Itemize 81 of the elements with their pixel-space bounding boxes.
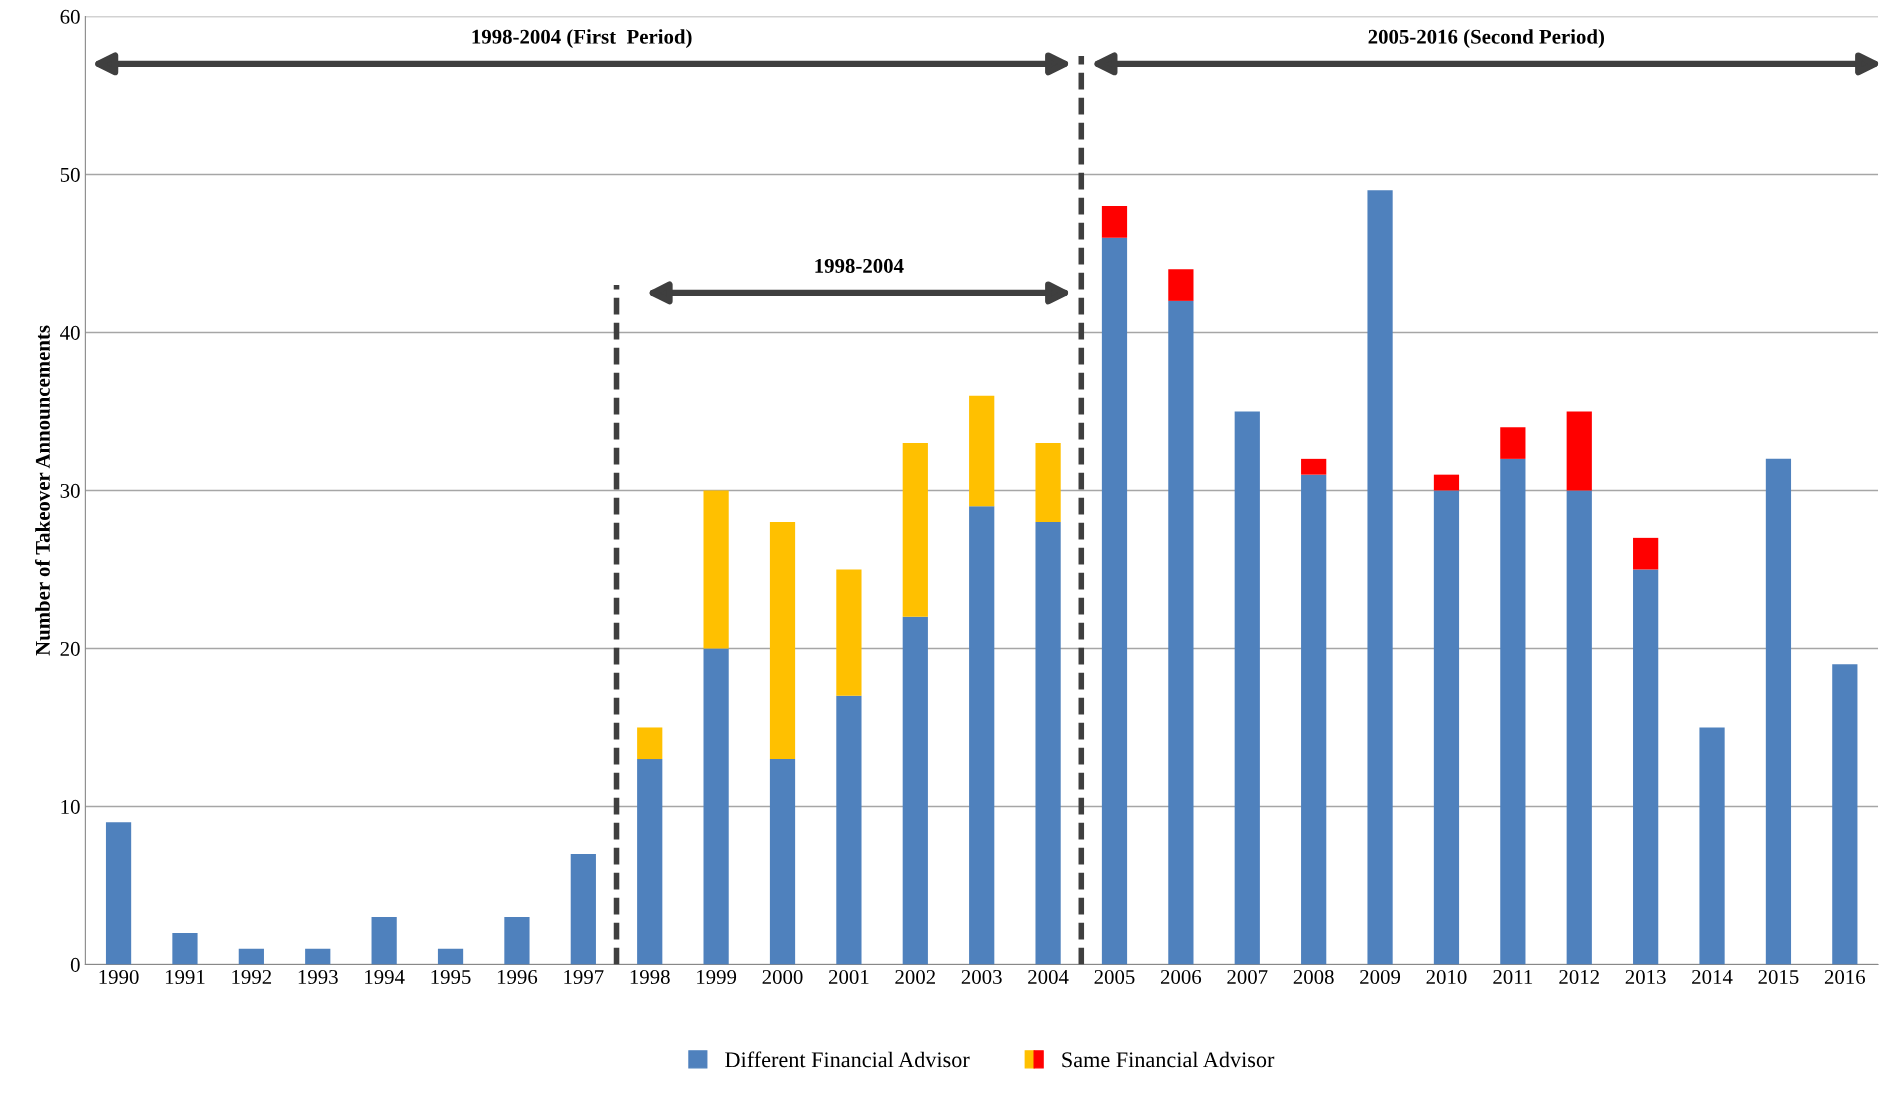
- x-tick-label: 1997: [564, 970, 604, 984]
- x-tick-label: 1999: [697, 970, 737, 984]
- annotation: 2005-2016 (Second Period): [1368, 29, 1605, 49]
- x-tick-label: 2016: [1824, 969, 1866, 984]
- bar: [902, 616, 928, 965]
- bar: [437, 948, 464, 965]
- bar: [1633, 537, 1659, 570]
- x-tick-label: 2002: [895, 969, 935, 984]
- bar: [1566, 490, 1592, 965]
- x-tick-label: 2013: [1625, 969, 1666, 984]
- bar: [769, 522, 796, 760]
- bar: [1832, 664, 1858, 965]
- legend-label: Same Financial Advisor: [1062, 1051, 1275, 1068]
- bar: [1765, 458, 1792, 965]
- bar: [769, 759, 796, 965]
- y-tick-label: 40: [60, 325, 80, 340]
- x-tick-label: 2000: [762, 969, 803, 984]
- bar: [969, 395, 995, 507]
- annotation: 1998-2004: [815, 258, 904, 273]
- bar: [1433, 490, 1460, 965]
- bar: [172, 932, 198, 965]
- bar: [1367, 190, 1393, 965]
- bar: [1168, 300, 1194, 965]
- x-tick-label: 1995: [431, 970, 471, 984]
- x-tick-label: 2010: [1426, 969, 1467, 984]
- bar: [1035, 522, 1061, 965]
- bar: [637, 727, 663, 760]
- x-tick-label: 2014: [1692, 969, 1733, 984]
- x-tick-label: 2001: [828, 969, 869, 984]
- x-tick-label: 1992: [232, 970, 272, 984]
- bar: [305, 948, 331, 965]
- bar: [1168, 269, 1194, 301]
- bar: [238, 948, 264, 965]
- bar: [1301, 458, 1327, 475]
- y-tick-label: 20: [60, 641, 80, 656]
- bar: [703, 490, 729, 649]
- x-tick-label: 2009: [1360, 969, 1401, 984]
- x-tick-label: 1990: [99, 969, 139, 984]
- x-tick-label: 2004: [1028, 969, 1069, 984]
- y-tick-label: 60: [60, 9, 80, 24]
- x-tick-label: 2006: [1160, 969, 1202, 984]
- bar: [1566, 411, 1592, 491]
- bar: [1500, 427, 1526, 459]
- bar: [836, 569, 862, 696]
- bar: [1699, 727, 1725, 965]
- bar: [969, 506, 995, 965]
- bar: [1633, 569, 1659, 965]
- bar: [1500, 458, 1526, 965]
- x-tick-label: 2003: [961, 969, 1002, 984]
- bar: [504, 917, 530, 965]
- x-tick-label: 1991: [165, 970, 205, 984]
- x-tick-label: 1994: [365, 970, 405, 984]
- annotation: 1998-2004 (First Period): [472, 29, 692, 49]
- bar: [1101, 237, 1128, 965]
- x-tick-label: 1998: [630, 969, 670, 984]
- x-tick-label: 2005: [1094, 969, 1135, 984]
- legend-label: Different Financial Advisor: [725, 1051, 970, 1068]
- y-tick-label: 10: [61, 799, 80, 814]
- bar: [637, 759, 663, 965]
- bar: [902, 443, 928, 617]
- x-tick-label: 2012: [1559, 969, 1599, 984]
- bar: [371, 917, 397, 965]
- bar: [1234, 411, 1260, 965]
- bar: [1035, 443, 1061, 523]
- x-tick-label: 2008: [1293, 969, 1334, 984]
- y-axis-title: Number of Takeover Announcements: [35, 325, 50, 656]
- x-tick-label: 1993: [298, 970, 338, 984]
- bar: [1301, 474, 1327, 965]
- y-tick-label: 30: [60, 483, 80, 498]
- bar: [1433, 474, 1460, 491]
- bar: [836, 695, 862, 965]
- bar: [105, 822, 132, 965]
- bar: [1101, 206, 1128, 238]
- x-tick-label: 2007: [1227, 969, 1268, 984]
- bar: [570, 853, 596, 965]
- y-tick-label: 50: [60, 167, 80, 182]
- bar: [703, 648, 729, 965]
- y-tick-label: 0: [70, 957, 80, 972]
- x-tick-label: 1996: [497, 970, 538, 984]
- x-tick-label: 2011: [1493, 969, 1533, 984]
- x-tick-label: 2015: [1758, 969, 1799, 984]
